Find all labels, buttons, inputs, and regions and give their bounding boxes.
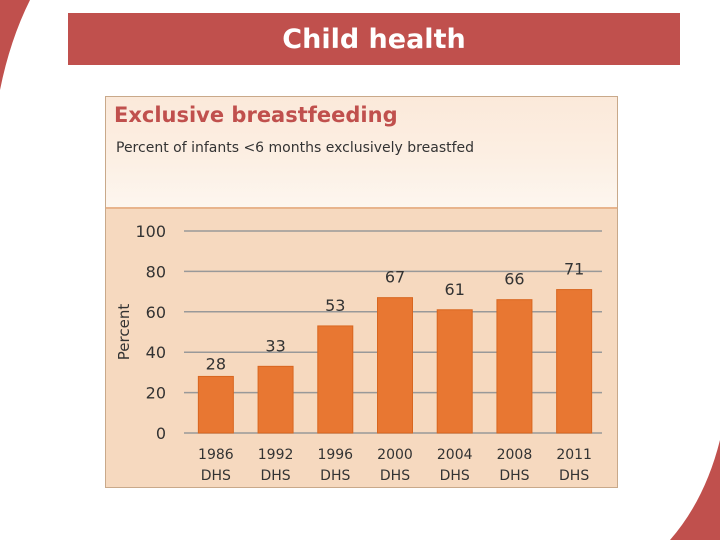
x-tick-label-survey: DHS [559,468,589,484]
bar-1992 [257,365,294,434]
bar-2004 [436,309,473,434]
corner-swoosh-top-left [0,0,30,90]
bar-2000 [377,297,413,434]
y-axis-label: Percent [115,304,133,361]
bar-value-label: 61 [445,280,465,299]
x-tick-label-survey: DHS [320,468,350,484]
x-tick-label-year: 2011 [556,447,592,463]
x-tick-label-survey: DHS [201,468,231,484]
x-tick-label-survey: DHS [380,468,410,484]
chart-subtitle: Percent of infants <6 months exclusively… [116,140,475,156]
bar-value-label: 71 [564,260,584,279]
x-tick-label-year: 2004 [437,447,473,463]
x-tick-label-year: 1986 [198,447,234,463]
x-tick-label-survey: DHS [499,468,529,484]
x-tick-label-year: 1996 [317,447,353,463]
corner-swoosh-bottom-right [670,440,720,540]
chart-header: Exclusive breastfeeding Percent of infan… [106,97,617,209]
chart-title: Exclusive breastfeeding [114,103,398,127]
bar-value-label: 33 [265,336,285,355]
slide-title: Child health [68,13,680,65]
bar-chart: 0 20 40 60 80 100 Percent 28 1986 DHS 33 1992 DHS 53 1… [115,222,602,484]
bar-value-label: 53 [325,296,345,315]
y-tick-label: 40 [146,343,166,362]
y-tick-label: 20 [146,384,166,403]
y-tick-label: 0 [156,424,166,443]
chart-panel: Exclusive breastfeeding Percent of infan… [105,96,618,488]
bar-2011 [556,289,593,434]
x-tick-label-survey: DHS [260,468,290,484]
bar-value-label: 66 [504,270,524,289]
y-tick-label: 100 [135,222,166,241]
bar-2008 [496,299,533,434]
bar-1986 [197,375,234,434]
x-tick-label-year: 1992 [258,447,294,463]
bar-1996 [317,325,354,434]
x-tick-label-year: 2000 [377,447,413,463]
y-tick-label: 60 [146,303,166,322]
bar-value-label: 28 [206,354,226,373]
x-tick-label-year: 2008 [497,447,533,463]
bar-value-label: 67 [385,268,405,287]
y-tick-label: 80 [146,262,166,281]
x-tick-label-survey: DHS [440,468,470,484]
